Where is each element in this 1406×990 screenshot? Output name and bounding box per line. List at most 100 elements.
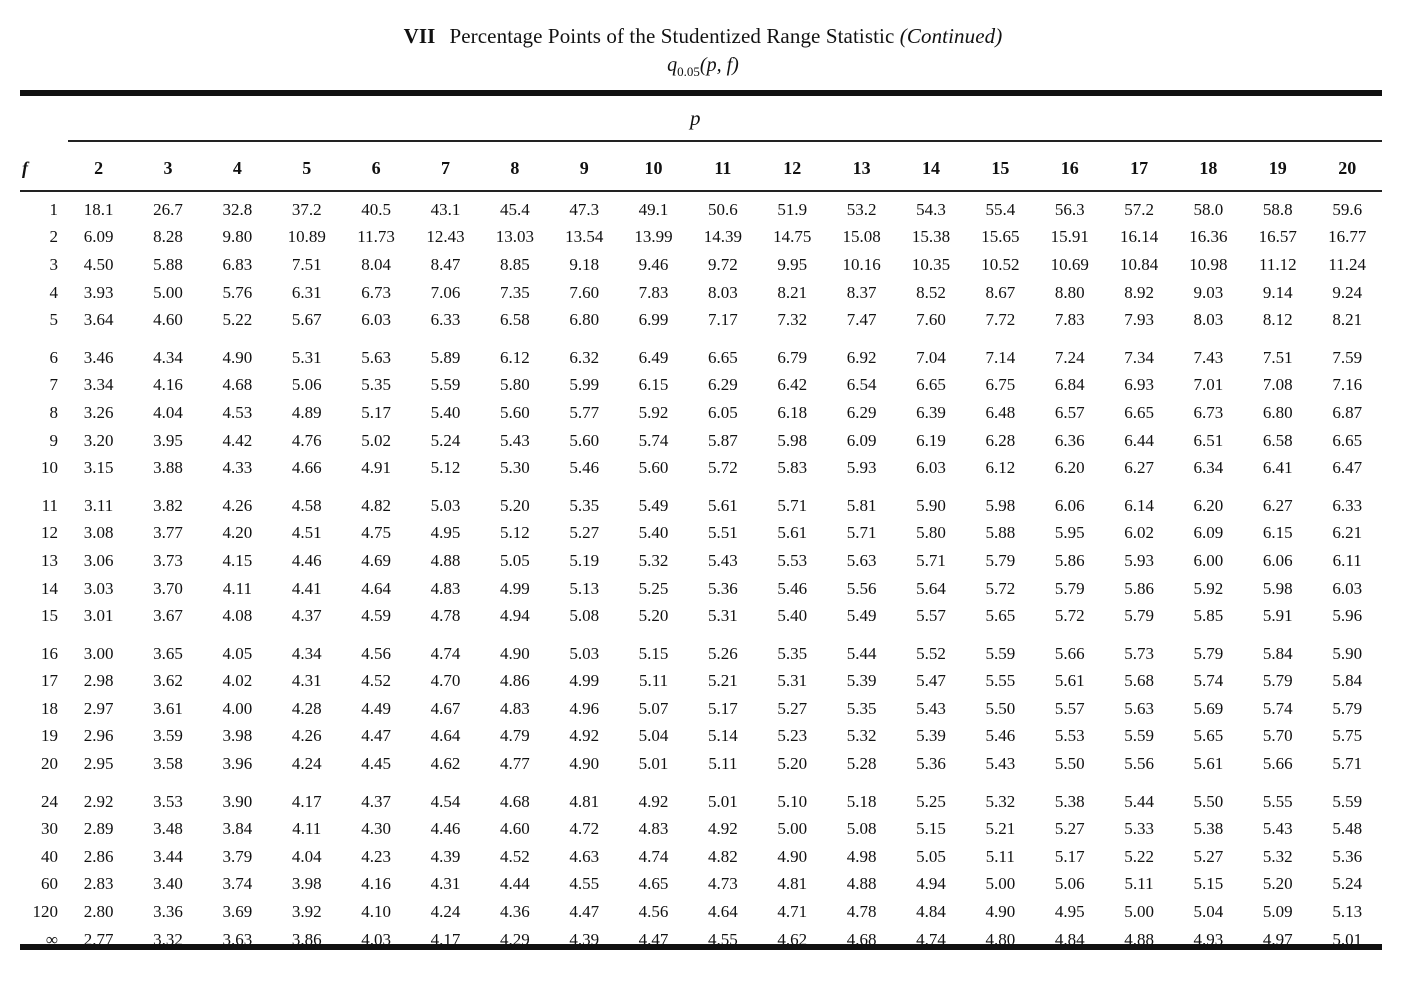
q-value-cell: 5.11 <box>985 846 1015 866</box>
q-value-cell: 32.8 <box>222 199 253 219</box>
q-value-cell: 7.17 <box>708 310 738 330</box>
q-value-cell: 5.27 <box>1193 846 1224 866</box>
f-value-cell: 30 <box>41 819 58 839</box>
q-value-cell: 4.47 <box>569 902 600 922</box>
q-value-cell: 5.49 <box>846 606 877 626</box>
q-value-cell: 5.79 <box>1262 671 1293 691</box>
spacer-cell <box>20 778 1382 788</box>
q-value-cell: 5.50 <box>1193 791 1224 811</box>
q-value-cell: 5.36 <box>1332 846 1363 866</box>
q-value-cell: 3.65 <box>153 643 183 663</box>
q-value-cell: 6.14 <box>1124 495 1154 515</box>
q-value-cell: 4.24 <box>430 902 461 922</box>
q-value-cell: 6.84 <box>1054 375 1085 395</box>
q-value-cell: 5.44 <box>1124 791 1154 811</box>
f-value-cell: 18 <box>41 698 58 718</box>
q-value-cell: 4.73 <box>708 874 738 894</box>
q-value-cell: 5.79 <box>1054 578 1085 598</box>
q-value-cell: 3.00 <box>83 643 114 663</box>
q-value-cell: 15.08 <box>842 227 881 247</box>
q-value-cell: 6.20 <box>1193 495 1224 515</box>
p-column-header: 13 <box>852 157 871 178</box>
q-value-cell: 6.19 <box>916 430 946 450</box>
table-row: 7 3.34 4.16 4.68 5.06 5.35 5.59 5.80 5.99 6.15 6.2… <box>20 372 1382 400</box>
q-value-cell: 5.03 <box>569 643 600 663</box>
q-value-cell: 5.66 <box>1262 754 1293 774</box>
q-value-cell: 18.1 <box>83 199 114 219</box>
q-value-cell: 57.2 <box>1124 199 1154 219</box>
q-value-cell: 3.93 <box>83 282 114 302</box>
q-value-cell: 5.00 <box>985 874 1016 894</box>
q-value-cell: 5.43 <box>985 754 1016 774</box>
p-column-header: 16 <box>1060 157 1079 178</box>
q-value-cell: 3.86 <box>291 929 322 949</box>
q-value-cell: 5.52 <box>916 643 946 663</box>
q-value-cell: 6.03 <box>361 310 391 330</box>
q-value-cell: 6.31 <box>291 282 322 302</box>
f-value-cell: 14 <box>41 578 58 598</box>
p-column-header: 14 <box>921 157 940 178</box>
q-value-cell: 5.89 <box>430 347 461 367</box>
table-row: 5 3.64 4.60 5.22 5.67 6.03 6.33 6.58 6.80 6.99 7.1… <box>20 306 1382 334</box>
q-value-cell: 6.65 <box>916 375 946 395</box>
q-value-cell: 5.85 <box>1193 606 1224 626</box>
q-value-cell: 11.73 <box>357 227 395 247</box>
f-value-cell: 10 <box>41 458 58 478</box>
q-value-cell: 5.83 <box>777 458 808 478</box>
f-value-cell: 40 <box>41 846 58 866</box>
q-value-cell: 7.35 <box>499 282 530 302</box>
q-value-cell: 5.53 <box>1054 726 1085 746</box>
f-value-cell: 120 <box>32 902 59 922</box>
q-value-cell: 7.24 <box>1054 347 1085 367</box>
q-value-cell: 5.27 <box>1054 819 1085 839</box>
q-value-cell: 5.27 <box>569 523 600 543</box>
q-value-cell: 16.14 <box>1119 227 1159 247</box>
q-value-cell: 4.58 <box>291 495 322 515</box>
q-value-cell: 5.55 <box>1262 791 1293 811</box>
q-value-cell: 4.74 <box>638 846 669 866</box>
q-value-cell: 6.29 <box>846 402 877 422</box>
q-value-cell: 55.4 <box>985 199 1016 219</box>
q-value-cell: 6.03 <box>916 458 946 478</box>
q-value-cell: 4.90 <box>499 643 530 663</box>
q-value-cell: 9.80 <box>222 227 253 247</box>
q-value-cell: 59.6 <box>1332 199 1363 219</box>
q-value-cell: 9.14 <box>1262 282 1293 302</box>
q-value-cell: 3.92 <box>291 902 322 922</box>
q-value-cell: 4.05 <box>222 643 253 663</box>
q-value-cell: 6.87 <box>1332 402 1363 422</box>
q-value-cell: 6.48 <box>985 402 1016 422</box>
table-row: 1 18.1 26.7 32.8 37.2 40.5 43.1 45.4 47.3 49.1 50.… <box>20 188 1382 224</box>
q-value-cell: 7.51 <box>291 254 322 274</box>
q-value-cell: 6.93 <box>1124 375 1154 395</box>
q-value-cell: 5.66 <box>1054 643 1085 663</box>
q-value-cell: 5.14 <box>708 726 738 746</box>
table-row: 19 2.96 3.59 3.98 4.26 4.47 4.64 4.79 4.92 5.04 5.… <box>20 723 1382 751</box>
q-value-cell: 3.34 <box>83 375 114 395</box>
q-value-cell: 2.80 <box>83 902 114 922</box>
q-value-cell: 6.79 <box>777 347 808 367</box>
f-value-cell: 11 <box>41 495 58 515</box>
q-value-cell: 5.51 <box>708 523 738 543</box>
q-value-cell: 6.28 <box>985 430 1016 450</box>
q-value-cell: 5.13 <box>1332 902 1363 922</box>
q-value-cell: 4.41 <box>291 578 322 598</box>
q-value-cell: 7.93 <box>1124 310 1154 330</box>
q-value-cell: 5.30 <box>499 458 530 478</box>
q-value-cell: 5.35 <box>361 375 391 395</box>
p-column-header: 4 <box>232 157 242 178</box>
q-value-cell: 3.20 <box>83 430 114 450</box>
q-value-cell: 4.82 <box>708 846 738 866</box>
q-value-cell: 5.00 <box>153 282 183 302</box>
q-value-cell: 5.17 <box>1054 846 1085 866</box>
q-value-cell: 4.90 <box>222 347 253 367</box>
q-value-cell: 6.65 <box>708 347 738 367</box>
q-value-cell: 4.89 <box>291 402 322 422</box>
q-value-cell: 3.79 <box>222 846 253 866</box>
q-value-cell: 5.20 <box>1262 874 1293 894</box>
q-value-cell: 6.09 <box>83 227 114 247</box>
q-value-cell: 8.21 <box>1332 310 1363 330</box>
q-value-cell: 6.20 <box>1054 458 1085 478</box>
q-value-cell: 7.14 <box>985 347 1016 367</box>
q-value-cell: 5.05 <box>916 846 946 866</box>
